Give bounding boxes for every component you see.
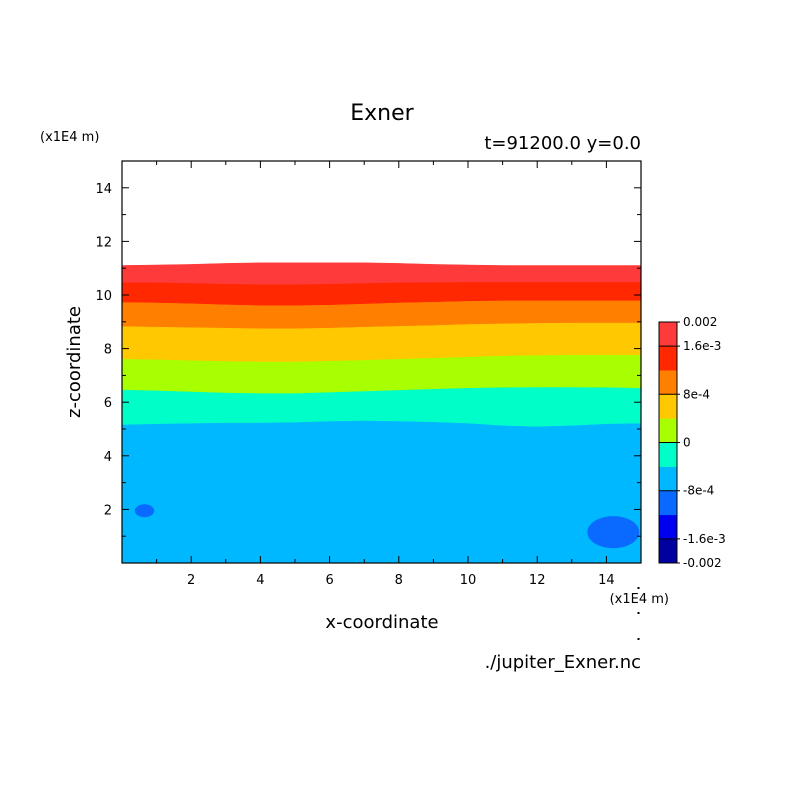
colorbar-segment <box>659 322 677 347</box>
x-tick-label: 14 <box>598 573 615 588</box>
colorbar-segment <box>659 346 677 371</box>
x-tick-label: 8 <box>395 573 403 588</box>
y-tick-label: 6 <box>104 396 112 411</box>
x-tick-label: 10 <box>460 573 477 588</box>
colorbar-segment <box>659 490 677 516</box>
x-tick-label: 4 <box>256 573 264 588</box>
colorbar: 0.002 1.6e-3 8e-4 0 -8e-4 -1.6e-3 -0.002 <box>658 315 726 570</box>
x-tick-label: 12 <box>529 573 546 588</box>
contour-plot <box>122 262 641 563</box>
colorbar-tick-label: 1.6e-3 <box>683 339 721 353</box>
colorbar-segment <box>659 538 677 564</box>
colorbar-segment <box>659 370 677 395</box>
colorbar-tick-label: -8e-4 <box>683 484 714 498</box>
colorbar-segment <box>659 418 677 443</box>
chart-subtitle: t=91200.0 y=0.0 <box>484 133 641 154</box>
chart-title: Exner <box>350 101 414 126</box>
x-axis-label: x-coordinate <box>325 612 438 633</box>
colorbar-segment <box>659 514 677 540</box>
corner-mark <box>637 638 640 640</box>
colorbar-segment <box>659 394 677 419</box>
corner-marks <box>637 587 640 640</box>
corner-mark <box>637 587 640 589</box>
y-unit-label: (x1E4 m) <box>40 130 99 145</box>
y-tick-label: 4 <box>104 450 112 465</box>
x-unit-label: (x1E4 m) <box>610 592 669 607</box>
colorbar-tick-label: 0.002 <box>683 315 717 329</box>
colorbar-segment <box>659 466 677 491</box>
colorbar-tick-label: -0.002 <box>683 556 722 570</box>
y-axis-label: z-coordinate <box>64 306 85 418</box>
colorbar-tick-label: -1.6e-3 <box>683 532 726 546</box>
x-tick-label: 6 <box>325 573 333 588</box>
axes: 2 4 6 8 10 12 14 2 4 6 8 10 12 14 <box>95 160 642 588</box>
colorbar-tick-label: 8e-4 <box>683 387 710 401</box>
corner-mark <box>637 612 640 614</box>
x-tick-label: 2 <box>187 573 195 588</box>
y-tick-label: 8 <box>104 343 112 358</box>
colorbar-tick-label: 0 <box>683 436 691 450</box>
plot-frame <box>121 160 642 564</box>
y-tick-label: 14 <box>95 182 112 197</box>
source-file-label: ./jupiter_Exner.nc <box>485 652 641 673</box>
colorbar-segment <box>659 442 677 467</box>
y-tick-label: 10 <box>95 289 112 304</box>
contour-blob <box>134 504 155 518</box>
y-tick-label: 2 <box>104 503 112 518</box>
contour-blob <box>587 516 640 549</box>
y-tick-label: 12 <box>95 235 112 250</box>
contour-band <box>122 420 641 563</box>
